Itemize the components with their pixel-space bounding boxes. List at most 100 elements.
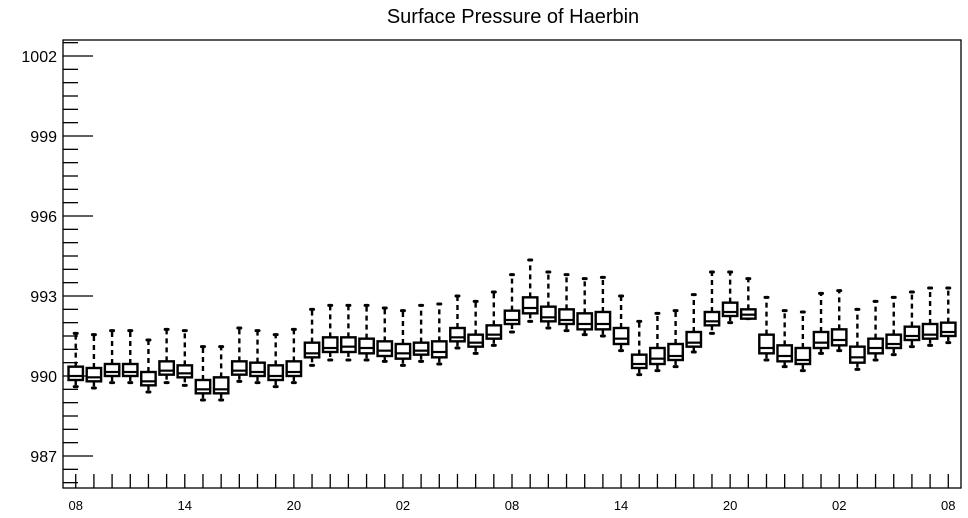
box xyxy=(630,353,648,370)
box xyxy=(376,340,394,358)
box xyxy=(103,362,121,378)
box xyxy=(903,325,921,342)
box xyxy=(649,346,666,366)
box-group xyxy=(449,294,466,350)
box-group xyxy=(667,309,685,369)
box-group xyxy=(103,329,121,385)
box xyxy=(412,341,430,356)
box-group xyxy=(194,345,212,402)
box-group xyxy=(67,331,85,389)
x-tick-label: 08 xyxy=(505,498,519,513)
box-series xyxy=(67,258,957,402)
box-group xyxy=(430,302,448,366)
box xyxy=(85,366,103,383)
box-group xyxy=(649,311,666,373)
box-group xyxy=(267,333,285,389)
box xyxy=(867,337,884,355)
plot-frame xyxy=(62,39,962,489)
box-group xyxy=(339,303,357,362)
box xyxy=(703,310,721,327)
box xyxy=(303,341,321,359)
box xyxy=(140,370,157,387)
box-group xyxy=(794,310,812,373)
box xyxy=(830,328,848,347)
y-tick-label: 993 xyxy=(30,289,57,306)
box-group xyxy=(939,286,957,345)
box xyxy=(921,322,939,340)
x-tick-label: 02 xyxy=(832,498,846,513)
box-group xyxy=(394,309,412,367)
box-group xyxy=(521,258,539,323)
box-group xyxy=(685,293,703,354)
y-tick-label: 996 xyxy=(30,209,57,226)
box xyxy=(467,333,485,348)
box-group xyxy=(485,290,503,347)
box xyxy=(539,305,557,323)
y-tick-label: 990 xyxy=(30,369,57,386)
box xyxy=(776,344,794,363)
box xyxy=(285,360,303,378)
box-group xyxy=(558,273,575,333)
box xyxy=(358,337,375,355)
box xyxy=(394,342,412,360)
box-group xyxy=(703,270,721,335)
box xyxy=(267,364,285,382)
box xyxy=(685,330,703,348)
box-group xyxy=(776,309,794,369)
x-axis: 08 14 20 02 08 14 20 02 08 xyxy=(68,474,956,513)
box-group xyxy=(140,338,157,394)
box-group xyxy=(921,286,939,347)
box xyxy=(521,296,539,315)
box xyxy=(667,342,685,362)
box xyxy=(321,336,339,354)
x-tick-label: 14 xyxy=(614,498,628,513)
box xyxy=(194,378,212,395)
box-group xyxy=(376,306,394,363)
box-group xyxy=(121,329,139,385)
box-group xyxy=(539,270,557,330)
x-tick-label: 08 xyxy=(68,498,82,513)
x-tick-label: 08 xyxy=(941,498,955,513)
box xyxy=(812,330,830,350)
box xyxy=(721,301,739,318)
box-group xyxy=(303,307,321,367)
box-group xyxy=(503,273,521,334)
box xyxy=(612,326,630,346)
chart-title: Surface Pressure of Haerbin xyxy=(387,6,639,28)
box-group xyxy=(867,299,884,362)
box xyxy=(67,365,85,382)
box xyxy=(885,333,903,350)
box-group xyxy=(412,303,430,363)
box-group xyxy=(321,303,339,362)
box-group xyxy=(830,289,848,353)
y-axis: 987 990 993 996 999 1002 xyxy=(21,42,93,484)
box xyxy=(230,360,248,376)
box-group xyxy=(758,295,775,362)
y-tick-label: 1002 xyxy=(21,49,57,66)
box xyxy=(212,376,230,395)
box-group xyxy=(467,299,485,355)
box xyxy=(176,364,194,379)
box xyxy=(449,326,466,343)
box-group xyxy=(285,327,303,385)
box xyxy=(576,312,594,331)
box-group xyxy=(885,295,903,357)
box-group xyxy=(212,345,230,402)
box-group xyxy=(848,307,866,371)
x-tick-label: 14 xyxy=(178,498,192,513)
box xyxy=(848,345,866,364)
box xyxy=(485,324,503,340)
box-group xyxy=(594,275,612,338)
x-tick-label: 20 xyxy=(287,498,301,513)
box-group xyxy=(85,333,103,390)
box-group xyxy=(249,329,266,385)
box xyxy=(503,309,521,326)
box xyxy=(794,346,812,366)
box-group xyxy=(230,326,248,383)
x-tick-label: 20 xyxy=(723,498,737,513)
box xyxy=(939,321,957,338)
x-tick-label: 02 xyxy=(396,498,410,513)
box xyxy=(158,360,176,376)
box xyxy=(339,336,357,354)
